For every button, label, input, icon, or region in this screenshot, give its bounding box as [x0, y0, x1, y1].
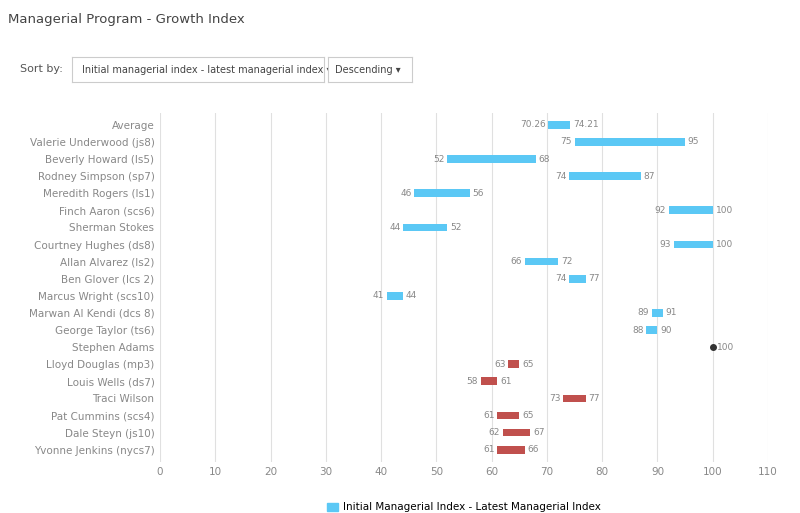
Text: 66: 66: [527, 445, 539, 454]
Text: 66: 66: [510, 257, 522, 266]
Bar: [569, 275, 586, 283]
Text: 52: 52: [450, 223, 462, 232]
Text: 41: 41: [373, 291, 384, 300]
Text: 72: 72: [561, 257, 572, 266]
Bar: [447, 155, 536, 163]
Bar: [652, 309, 663, 317]
Bar: [481, 378, 497, 385]
Text: 74: 74: [555, 274, 566, 283]
Bar: [414, 189, 470, 197]
Bar: [497, 411, 519, 420]
Text: 70.26: 70.26: [520, 121, 546, 129]
Bar: [574, 138, 685, 146]
Bar: [674, 241, 713, 248]
Text: 74.21: 74.21: [573, 121, 598, 129]
Bar: [508, 360, 519, 368]
Bar: [497, 446, 525, 453]
Text: 44: 44: [406, 291, 418, 300]
Text: 65: 65: [522, 360, 534, 369]
Text: 88: 88: [632, 326, 644, 334]
Text: 77: 77: [588, 274, 600, 283]
Text: 52: 52: [434, 154, 445, 164]
Text: 100: 100: [715, 240, 733, 249]
Text: 58: 58: [466, 377, 478, 386]
Bar: [669, 206, 713, 214]
Text: 92: 92: [654, 206, 666, 215]
Legend: Initial Managerial Index - Latest Managerial Index: Initial Managerial Index - Latest Manage…: [323, 498, 605, 513]
Text: 95: 95: [688, 137, 699, 146]
Text: 46: 46: [400, 189, 411, 198]
Text: 65: 65: [522, 411, 534, 420]
Text: 91: 91: [666, 308, 678, 318]
Bar: [563, 394, 586, 402]
Text: 74: 74: [555, 172, 566, 181]
Bar: [646, 326, 658, 334]
Text: 61: 61: [483, 445, 494, 454]
Text: Descending ▾: Descending ▾: [334, 65, 400, 75]
Text: 89: 89: [638, 308, 649, 318]
Bar: [569, 172, 641, 180]
Text: Initial managerial index - latest managerial index ▾: Initial managerial index - latest manage…: [82, 65, 331, 75]
Text: 67: 67: [533, 428, 545, 437]
Text: 61: 61: [500, 377, 511, 386]
Bar: [386, 292, 403, 300]
Text: 61: 61: [483, 411, 494, 420]
Text: 73: 73: [550, 394, 561, 403]
Bar: [548, 121, 570, 129]
Text: 68: 68: [538, 154, 550, 164]
Text: Sort by:: Sort by:: [20, 64, 63, 74]
Bar: [525, 258, 558, 266]
Text: 100: 100: [715, 206, 733, 215]
Text: 75: 75: [560, 137, 572, 146]
Text: 56: 56: [472, 189, 484, 198]
Text: 87: 87: [644, 172, 655, 181]
Text: 77: 77: [588, 394, 600, 403]
Text: 100: 100: [717, 343, 734, 351]
Text: 44: 44: [389, 223, 401, 232]
Bar: [403, 224, 447, 231]
Bar: [502, 429, 530, 437]
Text: 93: 93: [660, 240, 671, 249]
Text: Managerial Program - Growth Index: Managerial Program - Growth Index: [8, 13, 245, 26]
Text: 90: 90: [660, 326, 672, 334]
Text: 62: 62: [489, 428, 500, 437]
Text: 63: 63: [494, 360, 506, 369]
